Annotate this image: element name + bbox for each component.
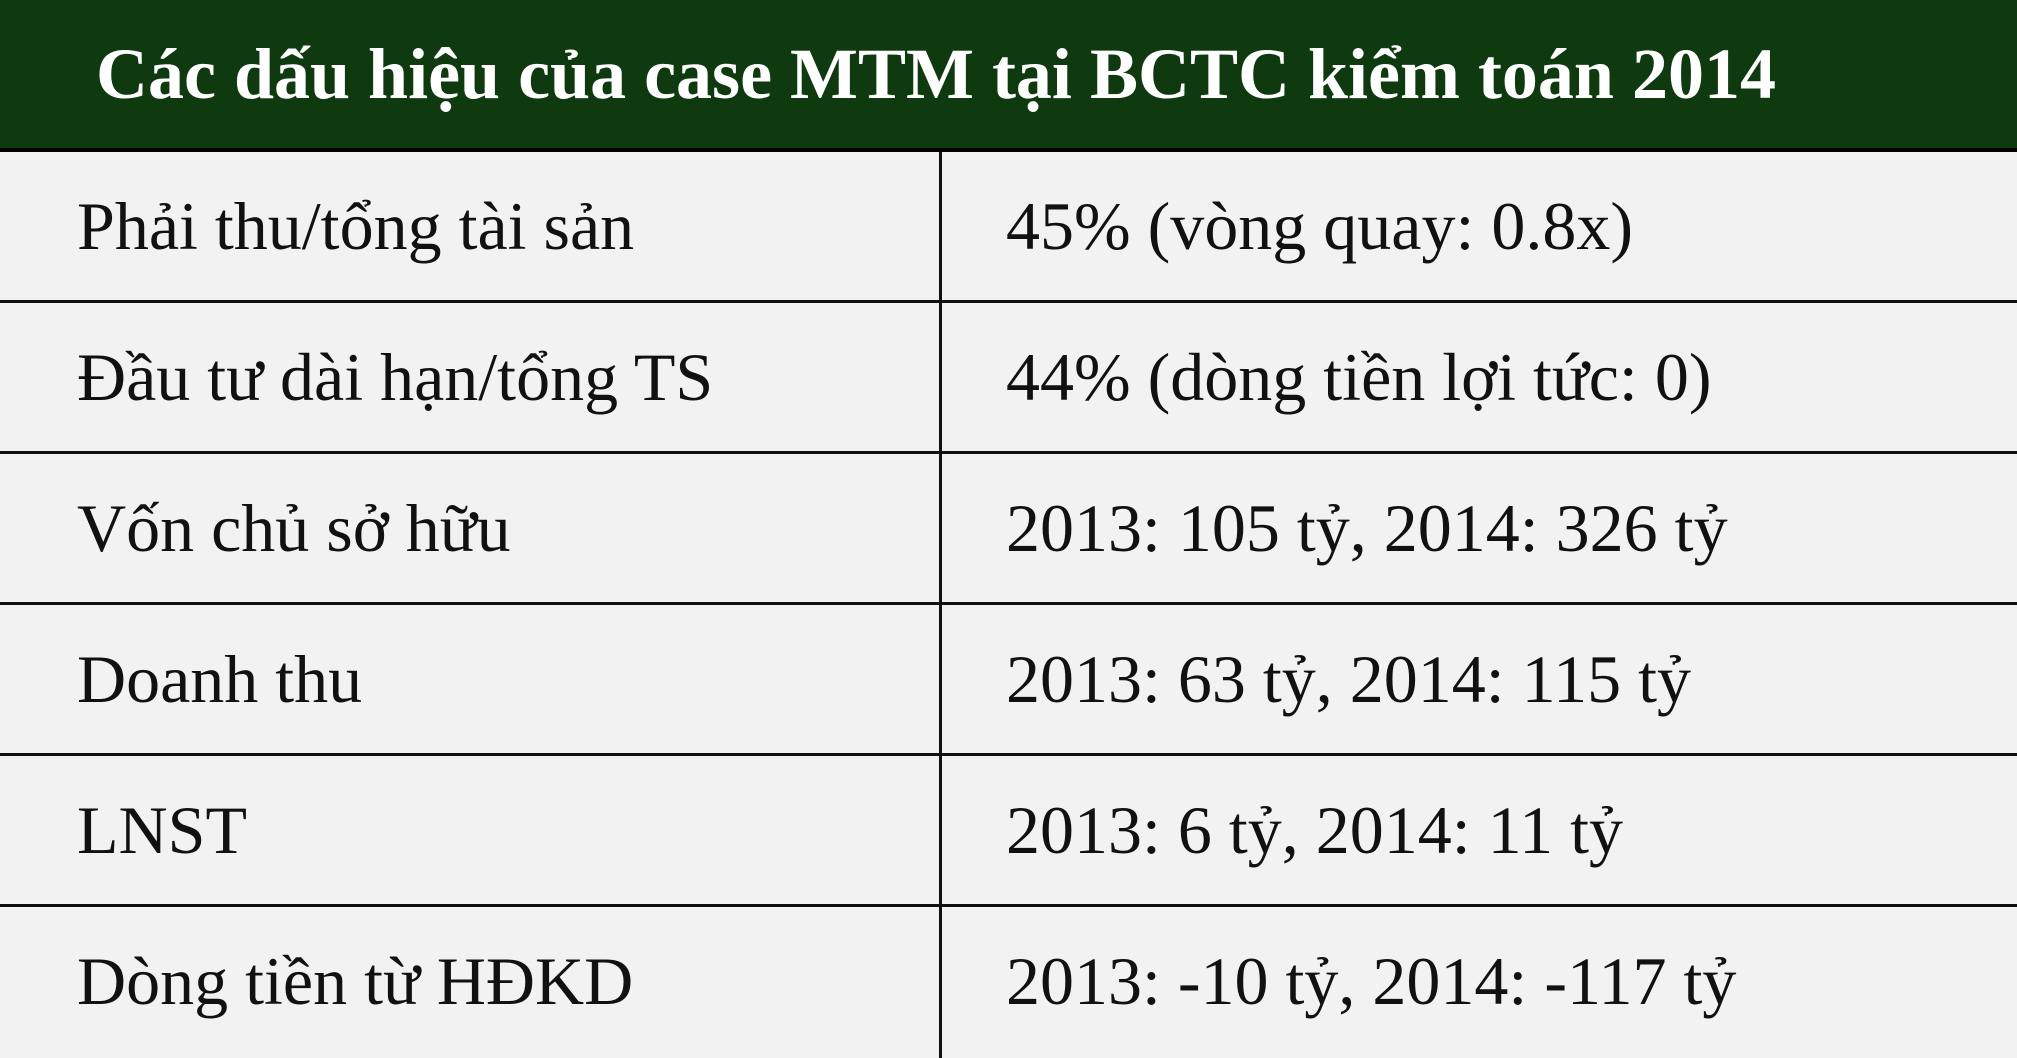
table-row: Dòng tiền từ HĐKD 2013: -10 tỷ, 2014: -11… xyxy=(0,907,2017,1058)
row-value: 2013: 63 tỷ, 2014: 115 tỷ xyxy=(1006,641,1692,717)
table-row: Doanh thu 2013: 63 tỷ, 2014: 115 tỷ xyxy=(0,605,2017,756)
column-divider xyxy=(939,756,942,904)
row-label: Doanh thu xyxy=(77,641,363,717)
column-divider xyxy=(939,303,942,451)
row-label: Phải thu/tổng tài sản xyxy=(77,188,635,264)
row-value: 44% (dòng tiền lợi tức: 0) xyxy=(1006,339,1712,415)
row-value: 2013: 6 tỷ, 2014: 11 tỷ xyxy=(1006,792,1624,868)
table-row: Phải thu/tổng tài sản 45% (vòng quay: 0.8… xyxy=(0,152,2017,303)
row-value: 2013: -10 tỷ, 2014: -117 tỷ xyxy=(1006,943,1737,1019)
table-row: Vốn chủ sở hữu 2013: 105 tỷ, 2014: 326 tỷ xyxy=(0,454,2017,605)
table-title: Các dấu hiệu của case MTM tại BCTC kiểm … xyxy=(0,0,2017,152)
column-divider xyxy=(939,152,942,300)
row-label: Vốn chủ sở hữu xyxy=(77,490,511,566)
column-divider xyxy=(939,605,942,753)
column-divider xyxy=(939,454,942,602)
row-label: Dòng tiền từ HĐKD xyxy=(77,943,634,1019)
row-value: 2013: 105 tỷ, 2014: 326 tỷ xyxy=(1006,490,1728,566)
row-value: 45% (vòng quay: 0.8x) xyxy=(1006,188,1634,264)
table-row: LNST 2013: 6 tỷ, 2014: 11 tỷ xyxy=(0,756,2017,907)
column-divider xyxy=(939,907,942,1058)
row-label: LNST xyxy=(77,792,247,868)
table-row: Đầu tư dài hạn/tổng TS 44% (dòng tiền lợi… xyxy=(0,303,2017,454)
row-label: Đầu tư dài hạn/tổng TS xyxy=(77,339,714,415)
